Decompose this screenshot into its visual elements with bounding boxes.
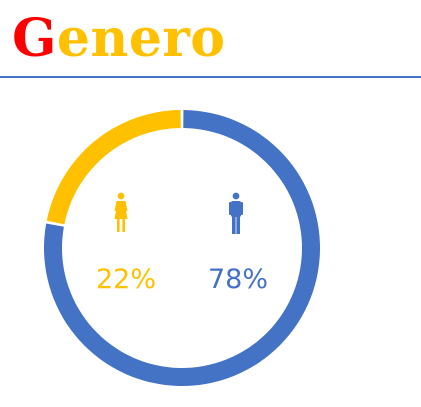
page-title: Genero [12,4,225,74]
donut-slices [43,110,320,386]
female-icon [114,192,128,232]
female-percentage-label: 22% [95,264,156,295]
title-divider [0,76,421,78]
donut-slice-female [46,110,181,225]
male-icon [229,192,243,234]
title-rest: enero [56,8,226,69]
male-percentage-label: 78% [207,264,268,295]
title-first-letter: G [12,8,57,69]
